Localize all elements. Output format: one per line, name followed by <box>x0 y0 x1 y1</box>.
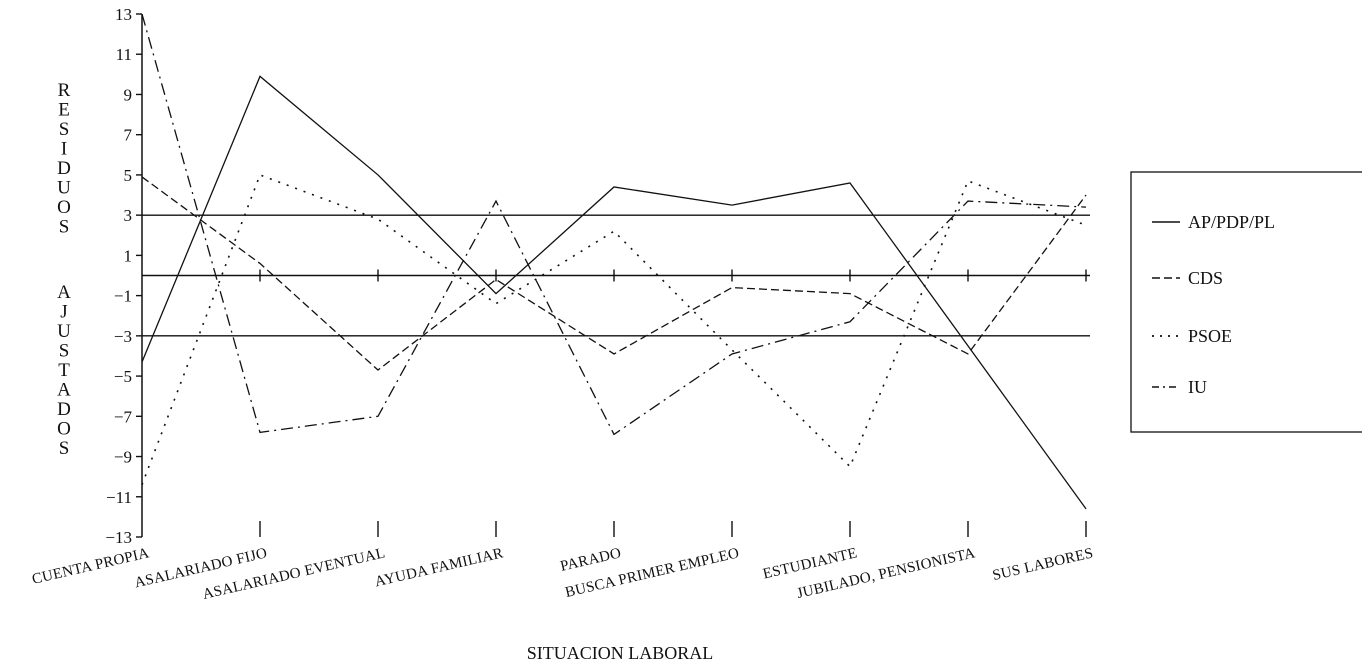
y-tick-label: 11 <box>116 45 132 64</box>
legend-label: AP/PDP/PL <box>1188 212 1275 232</box>
legend: AP/PDP/PL CDS PSOE IU <box>1130 171 1362 433</box>
y-axis-label-letter: O <box>57 419 71 440</box>
y-axis-label-letter: A <box>57 380 71 401</box>
y-axis-label-letter: E <box>58 100 70 121</box>
x-category-label: CUENTA PROPIA <box>31 545 151 588</box>
y-tick-label: −1 <box>114 287 132 306</box>
y-tick-label: 7 <box>124 126 133 145</box>
x-category-label: PARADO <box>559 545 623 575</box>
y-tick-label: −9 <box>114 448 132 467</box>
series-line-iu <box>141 13 1087 436</box>
y-axis-label-letter: A <box>57 282 71 303</box>
y-tick-label: −7 <box>114 407 133 426</box>
y-axis-label-letter: D <box>57 399 71 420</box>
series-line-ap-pdp-pl <box>141 75 1087 510</box>
legend-label: IU <box>1188 377 1207 397</box>
y-axis-label-letter: S <box>59 341 70 362</box>
y-tick-label: −13 <box>105 528 132 547</box>
y-axis-label-letter: S <box>59 438 70 459</box>
y-axis-label-letter: J <box>60 302 67 323</box>
y-axis-ticks: 13 11 9 7 5 3 1 −1 −3 −5 −7 −9 −11 −13 <box>105 5 142 547</box>
y-axis-label-letter: T <box>58 360 70 381</box>
series-lines <box>141 13 1087 510</box>
y-axis-label-letter: R <box>58 80 71 101</box>
y-axis-label-letter: D <box>57 158 71 179</box>
x-category-label: AYUDA FAMILIAR <box>373 545 505 590</box>
y-tick-label: 9 <box>124 85 133 104</box>
y-axis-label-letter: O <box>57 197 71 218</box>
y-tick-label: 1 <box>124 246 133 265</box>
y-tick-label: 3 <box>124 206 133 225</box>
y-axis-label-letter: S <box>59 119 70 140</box>
x-category-label: SUS LABORES <box>991 545 1095 584</box>
legend-box <box>1130 171 1362 433</box>
y-tick-label: −5 <box>114 367 132 386</box>
y-tick-label: −11 <box>106 488 132 507</box>
y-tick-label: −3 <box>114 327 132 346</box>
legend-label: PSOE <box>1188 326 1232 346</box>
series-line-psoe <box>141 173 1087 485</box>
series-line-cds <box>141 176 1087 371</box>
y-axis-label-letter: U <box>57 178 71 199</box>
x-axis-label: SITUACION LABORAL <box>527 643 714 663</box>
y-tick-label: 13 <box>115 5 132 24</box>
y-axis-label-letter: S <box>59 217 70 238</box>
y-axis-label-letter: U <box>57 321 71 342</box>
y-tick-label: 5 <box>124 166 133 185</box>
y-axis-label-letter: I <box>61 139 67 160</box>
legend-label: CDS <box>1188 268 1223 288</box>
